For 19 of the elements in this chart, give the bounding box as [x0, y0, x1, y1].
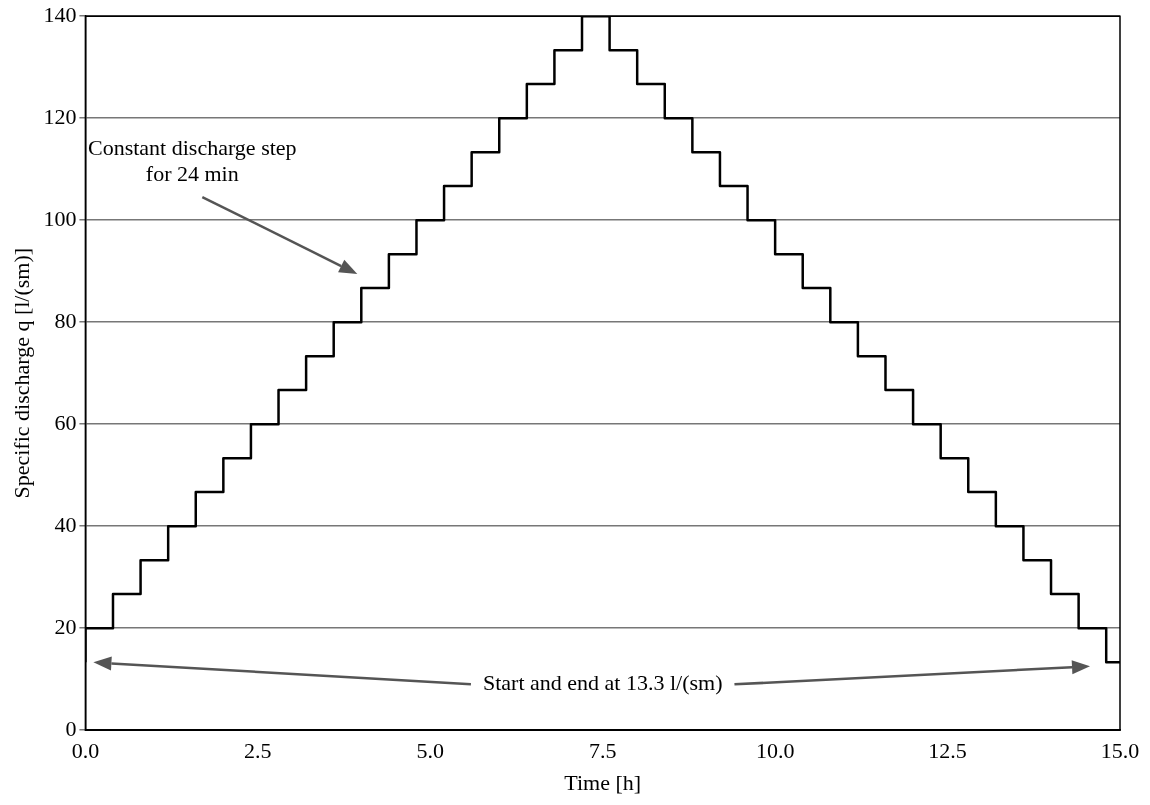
y-tick-label: 100: [43, 205, 77, 231]
x-tick-label: 2.5: [244, 738, 272, 764]
y-tick-label: 40: [54, 511, 77, 537]
x-tick-label: 0.0: [71, 738, 100, 764]
y-tick-label: 80: [54, 307, 77, 333]
y-tick-label: 140: [43, 1, 77, 27]
y-tick-label: 120: [43, 103, 77, 129]
x-tick-label: 7.5: [588, 738, 617, 764]
x-axis-title: Time [h]: [564, 769, 642, 795]
x-tick-label: 5.0: [416, 738, 445, 764]
annotation: Start and end at 13.3 l/(sm): [482, 670, 723, 696]
x-tick-label: 12.5: [928, 738, 967, 764]
x-tick-label: 10.0: [755, 738, 795, 764]
annotation: Constant discharge step for 24 min: [88, 134, 297, 186]
y-tick-label: 20: [54, 613, 77, 639]
y-axis-title: Specific discharge q [l/(sm)]: [8, 247, 34, 499]
x-tick-label: 15.0: [1100, 738, 1140, 764]
y-tick-label: 60: [54, 409, 77, 435]
y-tick-label: 0: [65, 715, 77, 741]
